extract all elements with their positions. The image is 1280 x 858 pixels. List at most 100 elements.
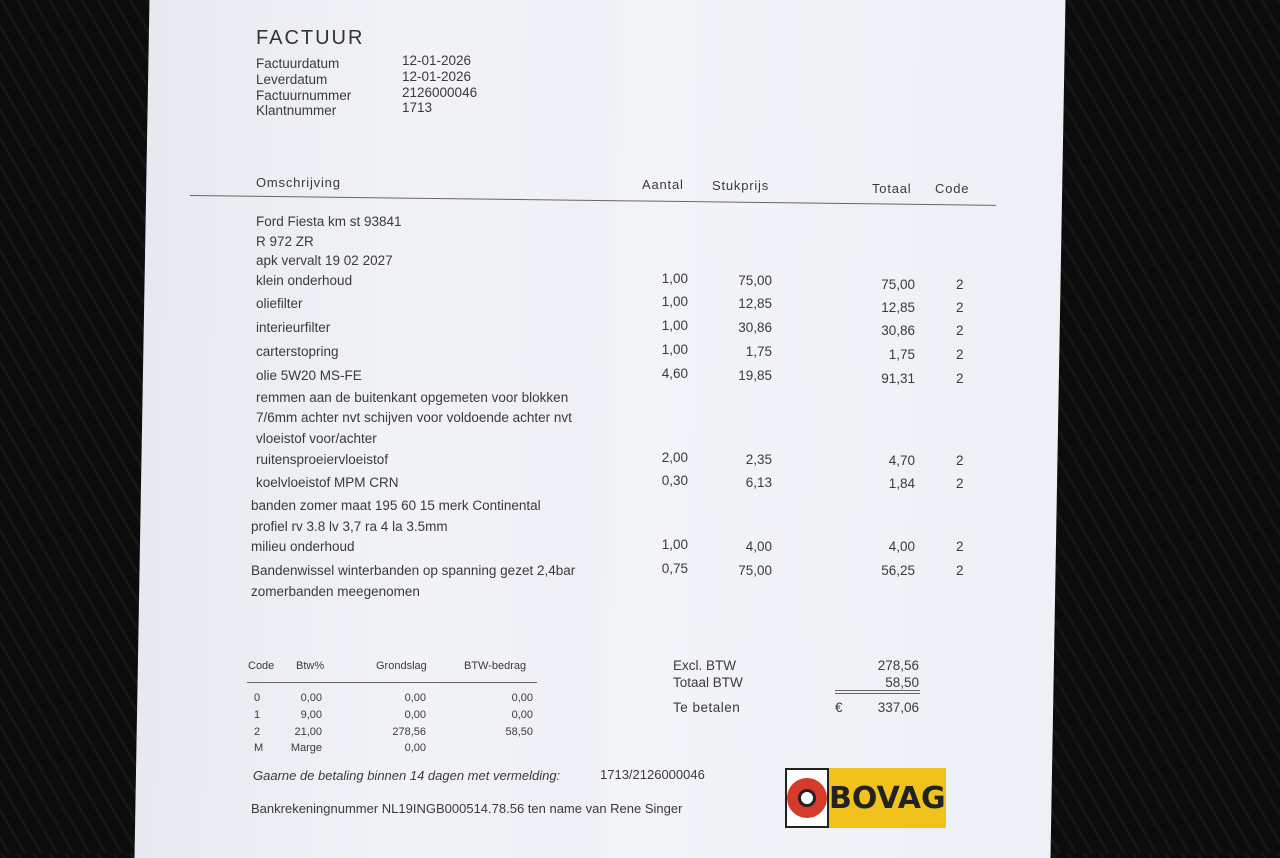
line-item-description: zomerbanden meegenomen: [251, 584, 420, 599]
vat-header: BTW-bedrag: [464, 660, 527, 672]
invoice-title: FACTUUR: [256, 27, 365, 49]
total-btw-value: 58,50: [885, 675, 919, 690]
line-item-code: 2: [956, 371, 964, 386]
total-btw-label: Totaal BTW: [673, 675, 743, 690]
vat-cell: 0,00: [404, 709, 426, 721]
line-item-unit-price: 19,85: [738, 368, 772, 383]
vat-cell: 1: [254, 709, 261, 721]
bovag-emblem-icon: [785, 768, 829, 828]
line-item-unit-price: 4,00: [745, 539, 772, 554]
line-item-quantity: 1,00: [661, 342, 688, 357]
to-pay-value: 337,06: [877, 700, 919, 715]
line-item-description: Ford Fiesta km st 93841: [256, 214, 402, 229]
vat-cell: M: [254, 742, 264, 754]
line-item-quantity: 0,75: [661, 561, 688, 576]
line-item-description: vloeistof voor/achter: [256, 431, 377, 446]
line-item-description: 7/6mm achter nvt schijven voor voldoende…: [256, 410, 572, 425]
vat-cell: 0: [254, 692, 261, 704]
vat-cell: 278,56: [392, 726, 426, 738]
line-item-description: interieurfilter: [256, 320, 331, 335]
line-item-total: 56,25: [881, 563, 915, 578]
line-item-description: carterstopring: [256, 344, 339, 359]
line-item-unit-price: 6,13: [745, 475, 772, 490]
line-item-description: remmen aan de buitenkant opgemeten voor …: [256, 390, 569, 405]
bovag-logo: BOVAG: [785, 768, 946, 828]
line-item-unit-price: 12,85: [738, 296, 772, 311]
payment-note: Gaarne de betaling binnen 14 dagen met v…: [253, 768, 561, 783]
line-item-quantity: 0,30: [661, 473, 688, 488]
bovag-wordmark: BOVAG: [829, 768, 946, 828]
line-item-unit-price: 1,75: [745, 344, 772, 359]
line-item-unit-price: 2,35: [745, 452, 772, 467]
line-item-description: apk vervalt 19 02 2027: [256, 253, 393, 268]
vat-cell: 21,00: [294, 726, 322, 738]
bank-account: Bankrekeningnummer NL19INGB000514.78.56 …: [251, 801, 683, 816]
currency-symbol: €: [835, 700, 843, 715]
line-item-description: oliefilter: [256, 296, 303, 311]
line-item-quantity: 1,00: [661, 271, 688, 286]
line-item-total: 91,31: [881, 371, 915, 386]
vat-cell: Marge: [290, 742, 322, 754]
line-item-unit-price: 75,00: [738, 273, 772, 288]
line-item-unit-price: 30,86: [738, 320, 772, 335]
vat-divider: [247, 682, 537, 683]
meta-label: Factuurdatum: [256, 56, 340, 71]
vat-cell: 0,00: [404, 692, 426, 704]
line-item-code: 2: [956, 539, 964, 554]
meta-label: Klantnummer: [256, 103, 337, 118]
line-item-code: 2: [956, 300, 964, 315]
line-item-description: R 972 ZR: [256, 234, 314, 249]
vat-cell: 58,50: [505, 726, 533, 738]
meta-value: 1713: [402, 100, 433, 115]
line-item-total: 1,75: [888, 347, 915, 362]
excl-btw-value: 278,56: [877, 658, 919, 673]
line-item-quantity: 1,00: [661, 537, 688, 552]
meta-label: Factuurnummer: [256, 88, 352, 103]
line-item-description: banden zomer maat 195 60 15 merk Contine…: [251, 498, 541, 513]
line-item-unit-price: 75,00: [738, 563, 772, 578]
line-item-total: 30,86: [881, 323, 915, 338]
line-item-description: profiel rv 3.8 lv 3,7 ra 4 la 3.5mm: [251, 519, 448, 534]
col-header-description: Omschrijving: [256, 175, 341, 190]
vat-header: Grondslag: [376, 660, 427, 672]
vat-cell: 0,00: [511, 692, 533, 704]
line-item-description: ruitensproeiervloeistof: [256, 452, 389, 467]
to-pay-label: Te betalen: [673, 700, 741, 715]
line-item-description: klein onderhoud: [256, 273, 353, 288]
vat-header: Btw%: [296, 660, 325, 672]
line-item-description: milieu onderhoud: [251, 539, 355, 554]
line-item-description: koelvloeistof MPM CRN: [256, 475, 399, 490]
meta-label: Leverdatum: [256, 72, 328, 87]
line-item-code: 2: [956, 563, 964, 578]
line-item-total: 75,00: [881, 277, 915, 292]
line-item-total: 1,84: [888, 476, 915, 491]
line-item-code: 2: [956, 277, 964, 292]
line-item-total: 4,70: [888, 453, 915, 468]
line-item-code: 2: [956, 323, 964, 338]
line-item-code: 2: [956, 347, 964, 362]
total-underline-2: [835, 693, 920, 694]
line-item-description: Bandenwissel winterbanden op spanning ge…: [251, 563, 576, 578]
col-header-code: Code: [935, 181, 970, 196]
col-header-total: Totaal: [872, 181, 912, 196]
line-item-code: 2: [956, 453, 964, 468]
line-item-quantity: 4,60: [661, 366, 688, 381]
line-item-quantity: 1,00: [661, 294, 688, 309]
line-item-description: olie 5W20 MS-FE: [256, 368, 362, 383]
meta-value: 12-01-2026: [402, 53, 472, 68]
vat-cell: 9,00: [300, 709, 322, 721]
line-item-quantity: 2,00: [661, 450, 688, 465]
vat-cell: 2: [254, 726, 261, 738]
total-underline-1: [835, 690, 920, 691]
meta-value: 12-01-2026: [402, 69, 472, 84]
line-item-code: 2: [956, 476, 964, 491]
payment-reference: 1713/2126000046: [600, 767, 705, 782]
col-header-quantity: Aantal: [642, 177, 684, 192]
col-header-unit-price: Stukprijs: [712, 178, 770, 193]
meta-value: 2126000046: [402, 85, 478, 100]
vat-cell: 0,00: [300, 692, 322, 704]
vat-cell: 0,00: [404, 742, 426, 754]
excl-btw-label: Excl. BTW: [673, 658, 736, 673]
line-item-total: 4,00: [888, 539, 915, 554]
vat-header: Code: [248, 660, 275, 672]
